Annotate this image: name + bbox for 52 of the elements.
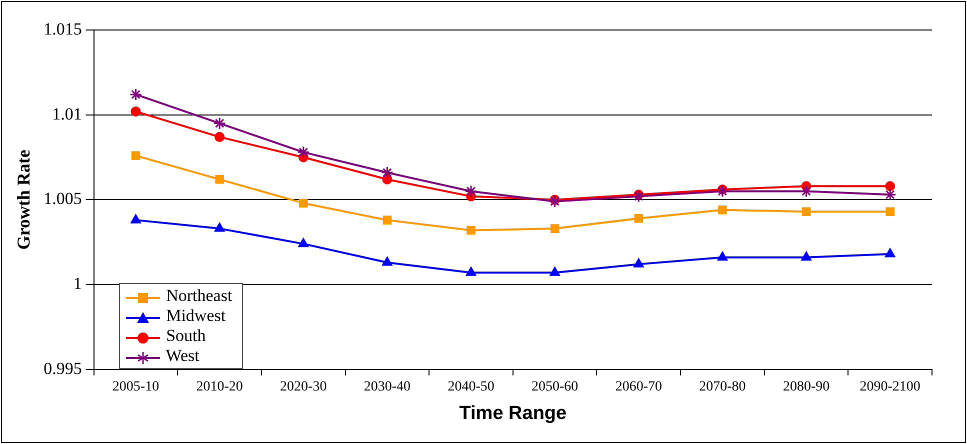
point xyxy=(886,207,894,216)
point xyxy=(214,222,225,232)
point xyxy=(717,251,728,261)
point xyxy=(802,207,811,216)
y-tick-label: 1.01 xyxy=(52,104,82,124)
legend-label: South xyxy=(166,326,206,346)
point xyxy=(215,174,224,184)
point xyxy=(548,195,562,208)
y-axis-title: Growth Rate xyxy=(13,150,34,250)
point xyxy=(213,117,226,130)
x-tick-label: 2010-20 xyxy=(196,379,243,394)
y-tick-label: 0.995 xyxy=(44,358,82,378)
point xyxy=(632,190,645,203)
point xyxy=(214,132,225,142)
x-tick-label: 2060-70 xyxy=(615,379,662,394)
point xyxy=(297,146,310,158)
x-tick-label: 2040-50 xyxy=(448,379,494,394)
legend-label: Midwest xyxy=(166,306,226,326)
point xyxy=(130,88,142,101)
point xyxy=(550,266,560,276)
point xyxy=(550,224,560,233)
point xyxy=(884,248,896,258)
point xyxy=(131,151,140,160)
x-axis-title: Time Range xyxy=(459,402,567,424)
point xyxy=(382,256,392,266)
x-tick-label: 2030-40 xyxy=(364,379,411,394)
point xyxy=(466,226,476,235)
x-tick-label: 2005-10 xyxy=(112,379,160,394)
x-tick-label: 2090-2100 xyxy=(860,379,920,394)
y-tick-label: 1.015 xyxy=(44,19,82,38)
point xyxy=(633,258,644,268)
point xyxy=(130,106,141,116)
point xyxy=(466,266,476,276)
point xyxy=(885,181,896,192)
y-tick-label: 1.005 xyxy=(44,189,82,208)
legend-label: Northeast xyxy=(166,286,232,306)
y-tick-label: 1 xyxy=(73,274,82,294)
point xyxy=(380,166,394,179)
point xyxy=(718,205,727,214)
point xyxy=(299,198,308,208)
legend-label: West xyxy=(166,346,200,366)
point xyxy=(801,251,812,261)
point xyxy=(634,214,644,223)
point xyxy=(382,216,392,224)
x-tick-label: 2070-80 xyxy=(699,379,746,394)
point xyxy=(298,238,309,248)
point xyxy=(884,188,896,201)
x-tick-label: 2080-90 xyxy=(782,379,830,394)
point xyxy=(464,184,478,198)
point xyxy=(130,214,142,224)
x-tick-label: 2050-60 xyxy=(531,379,578,394)
x-tick-label: 2020-30 xyxy=(280,379,327,394)
